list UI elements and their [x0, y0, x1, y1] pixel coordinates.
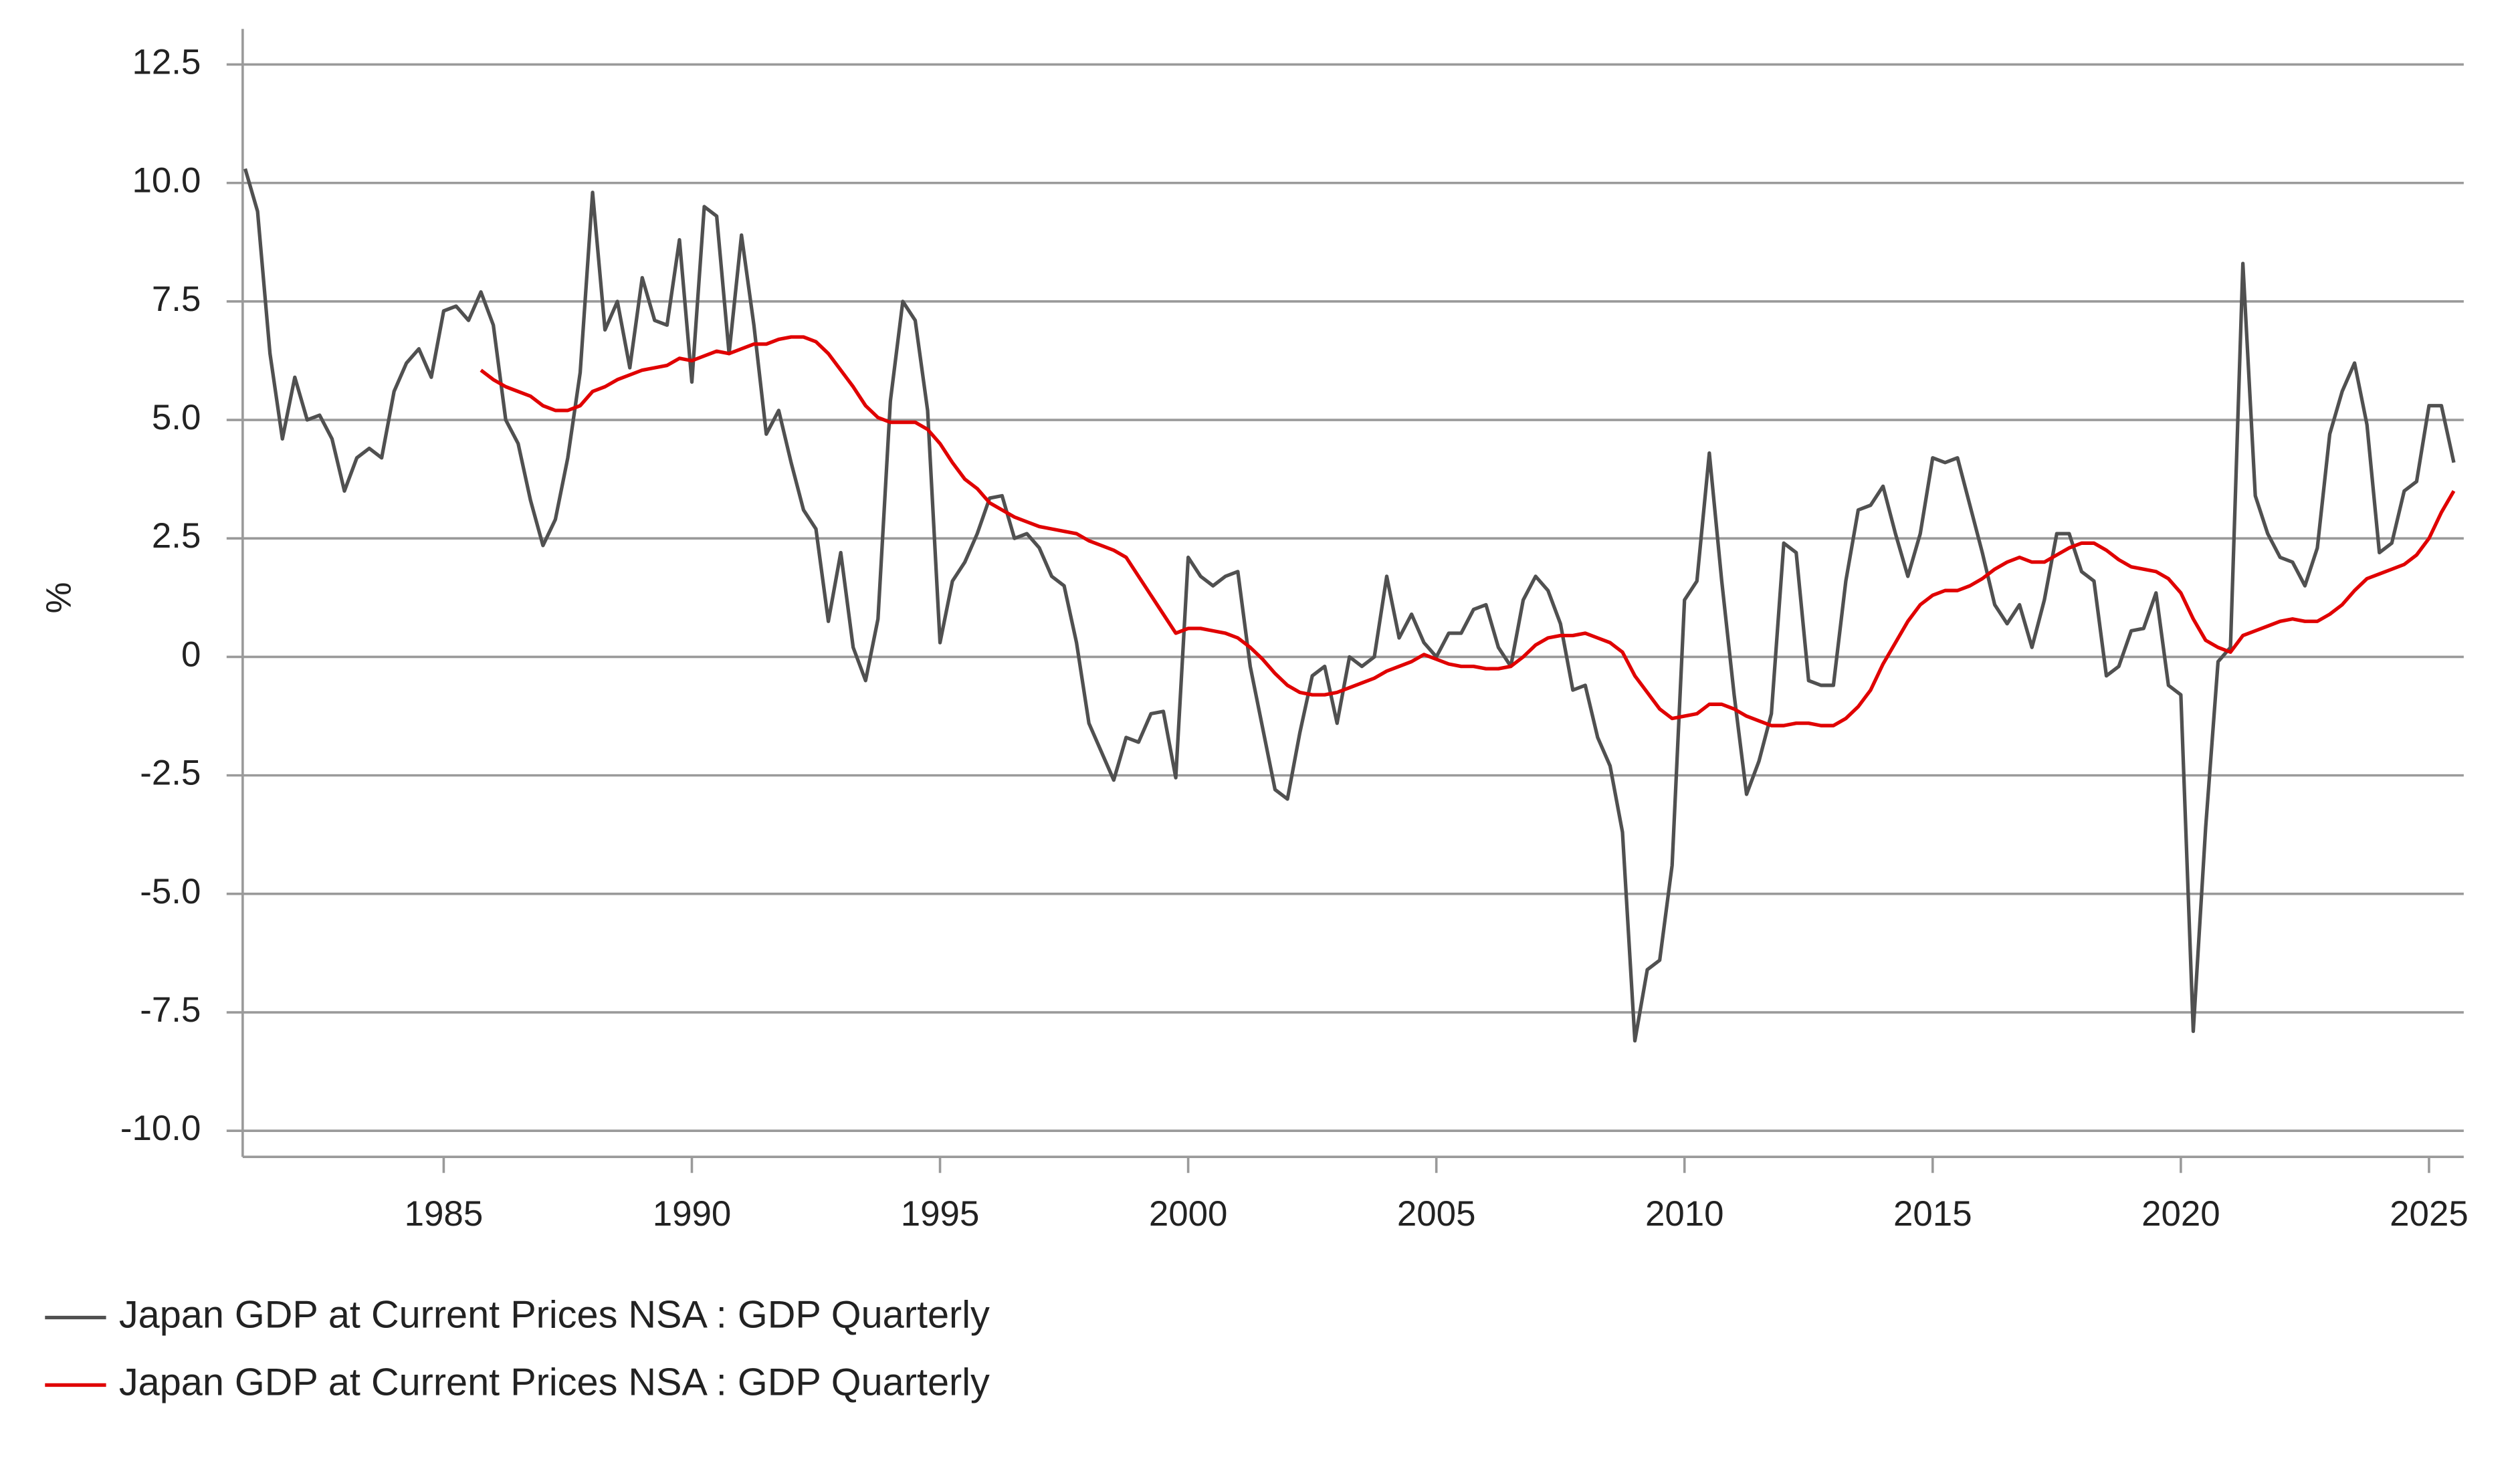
y-tick-label: -7.5	[140, 990, 201, 1030]
y-tick-label: 2.5	[152, 516, 201, 556]
series-line	[480, 335, 2456, 727]
x-tick-label: 2015	[1893, 1194, 1972, 1234]
x-tick-label: 1995	[901, 1194, 980, 1234]
y-tick-label: 7.5	[152, 279, 201, 319]
x-tick-label: 1990	[653, 1194, 732, 1234]
x-tick-label: 2010	[1645, 1194, 1724, 1234]
y-tick-label: -5.0	[140, 872, 201, 911]
x-tick-label: 2025	[2390, 1194, 2469, 1234]
x-tick-label: 2005	[1397, 1194, 1476, 1234]
y-tick-label: 5.0	[152, 398, 201, 437]
y-tick-label: 12.5	[132, 42, 201, 82]
legend-label: Japan GDP at Current Prices NSA : GDP Qu…	[119, 1361, 990, 1404]
x-tick-label: 1985	[405, 1194, 484, 1234]
legend-label: Japan GDP at Current Prices NSA : GDP Qu…	[119, 1294, 990, 1337]
legend: Japan GDP at Current Prices NSA : GDP Qu…	[45, 1294, 990, 1404]
y-tick-label: 10.0	[132, 161, 201, 201]
y-tick-label: -10.0	[120, 1109, 201, 1148]
y-axis-label: %	[39, 582, 78, 613]
x-tick-label: 2000	[1149, 1194, 1228, 1234]
series-line	[243, 168, 2456, 1043]
x-tick-label: 2020	[2141, 1194, 2220, 1234]
y-tick-label: 0	[181, 635, 201, 674]
y-tick-label: -2.5	[140, 754, 201, 793]
